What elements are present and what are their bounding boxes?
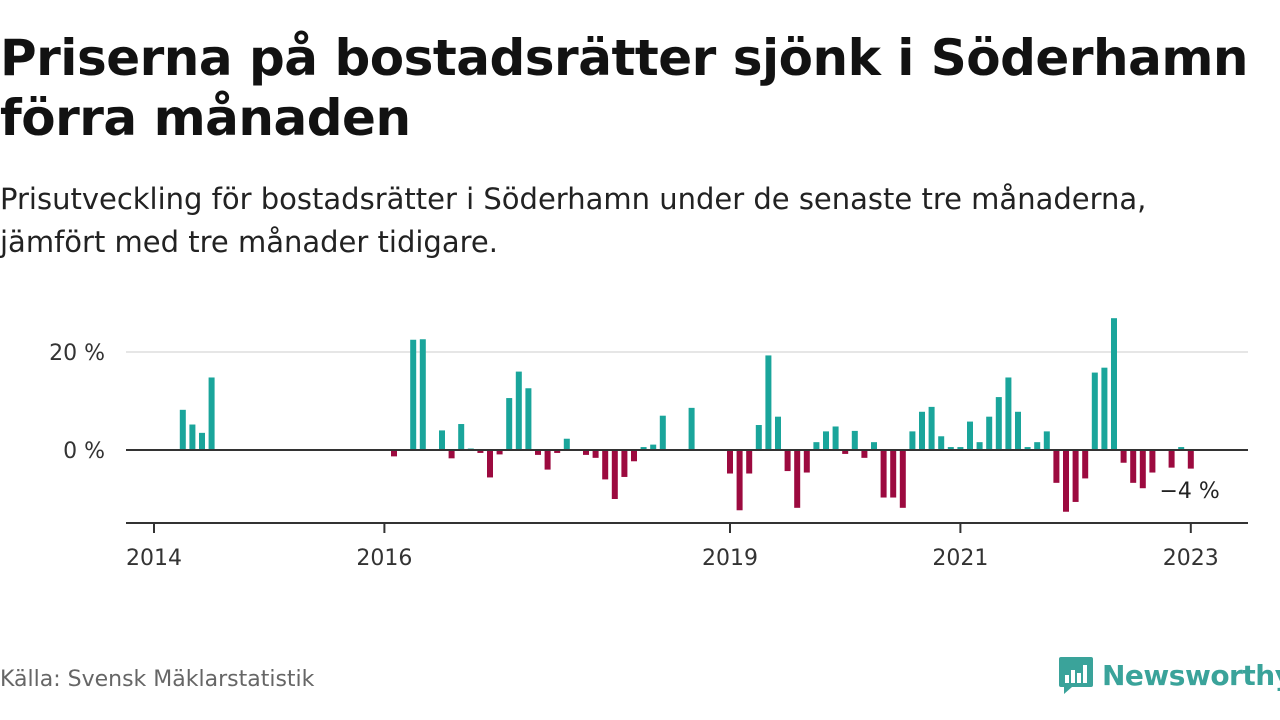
bar	[784, 450, 791, 472]
bar	[986, 416, 993, 450]
bar	[871, 442, 877, 450]
bar	[179, 409, 186, 450]
bar	[813, 442, 820, 450]
bar	[1168, 450, 1175, 468]
bar	[890, 450, 897, 498]
last-value-label: −4 %	[1159, 479, 1219, 504]
x-tick-label: 2016	[356, 546, 412, 571]
bar	[688, 407, 695, 450]
source-note: Källa: Svensk Mäklarstatistik	[0, 667, 315, 692]
x-tick-label: 2019	[702, 546, 758, 571]
bar	[832, 426, 839, 450]
bar	[976, 442, 983, 450]
bar	[583, 450, 589, 455]
bar	[909, 431, 916, 450]
bar	[794, 450, 801, 508]
y-tick-label: 20 %	[49, 341, 105, 366]
bar	[458, 424, 465, 450]
bar	[515, 371, 522, 450]
bar	[448, 450, 455, 459]
bar	[1111, 318, 1117, 450]
bar	[765, 355, 772, 450]
bar	[1149, 450, 1156, 473]
bar	[419, 339, 426, 450]
bar	[947, 447, 954, 450]
bar	[1178, 447, 1185, 450]
bar	[496, 450, 503, 455]
bar	[659, 415, 666, 450]
bar	[189, 424, 196, 450]
x-tick-label: 2021	[932, 546, 988, 571]
page-subtitle: Prisutveckling för bostadsrätter i Söder…	[0, 182, 1147, 259]
bar	[554, 450, 561, 453]
newsworthy-logo-icon	[1059, 657, 1093, 694]
bar	[1053, 450, 1060, 483]
bar	[1120, 450, 1127, 463]
bar	[640, 447, 647, 450]
bar	[544, 450, 551, 470]
bar	[602, 450, 609, 480]
x-tick-label: 2023	[1163, 546, 1219, 571]
tick-labels: 20 % 0 % 2014 2016 2019 2021 2023 −4 %	[49, 341, 1220, 571]
bar	[563, 438, 570, 450]
bar	[1063, 450, 1069, 512]
bar	[842, 450, 849, 454]
bar	[967, 421, 973, 450]
bar	[1005, 377, 1012, 450]
bar	[851, 430, 858, 450]
brand-name: Newsworthy	[1102, 658, 1280, 692]
y-tick-label: 0 %	[63, 439, 105, 464]
bar	[928, 406, 935, 450]
bar	[592, 450, 599, 458]
bar	[1082, 450, 1089, 479]
bar	[477, 450, 484, 453]
bar	[208, 377, 215, 450]
bar	[861, 450, 868, 458]
bar	[736, 450, 743, 511]
bar	[391, 450, 397, 457]
bar	[1091, 372, 1098, 450]
bar	[525, 388, 532, 450]
bar	[1015, 411, 1021, 450]
bar	[919, 411, 925, 450]
bar	[957, 447, 964, 450]
bar	[995, 397, 1002, 450]
page-title: Priserna på bostadsrätter sjönk i Söderh…	[0, 29, 1249, 147]
bar	[199, 432, 205, 450]
bar-chart: 20 % 0 % 2014 2016 2019 2021 2023 −4 %	[49, 318, 1248, 571]
bar	[1072, 450, 1079, 502]
bar	[535, 450, 541, 455]
x-tick-label: 2014	[126, 546, 182, 571]
bar	[1043, 431, 1050, 450]
bar	[775, 416, 781, 450]
bar	[487, 450, 493, 478]
bars	[179, 318, 1194, 512]
bar	[506, 398, 513, 450]
bar	[880, 450, 887, 498]
bar	[1024, 447, 1031, 450]
bar	[938, 436, 945, 450]
bar	[755, 425, 762, 450]
bar	[823, 431, 829, 450]
bar	[1139, 450, 1146, 489]
bar	[1101, 367, 1108, 450]
bar	[1034, 442, 1041, 450]
bar	[621, 450, 628, 477]
bar	[899, 450, 906, 508]
bar	[1130, 450, 1137, 483]
bar	[439, 430, 445, 450]
bar	[746, 450, 753, 474]
bar	[650, 444, 657, 450]
brand-logo: Newsworthy	[1058, 654, 1280, 696]
bar	[1187, 450, 1194, 469]
bar	[631, 450, 637, 462]
bar	[803, 450, 810, 473]
bar	[611, 450, 618, 499]
axes	[126, 449, 1248, 533]
bar	[727, 450, 733, 474]
bar	[410, 339, 417, 450]
